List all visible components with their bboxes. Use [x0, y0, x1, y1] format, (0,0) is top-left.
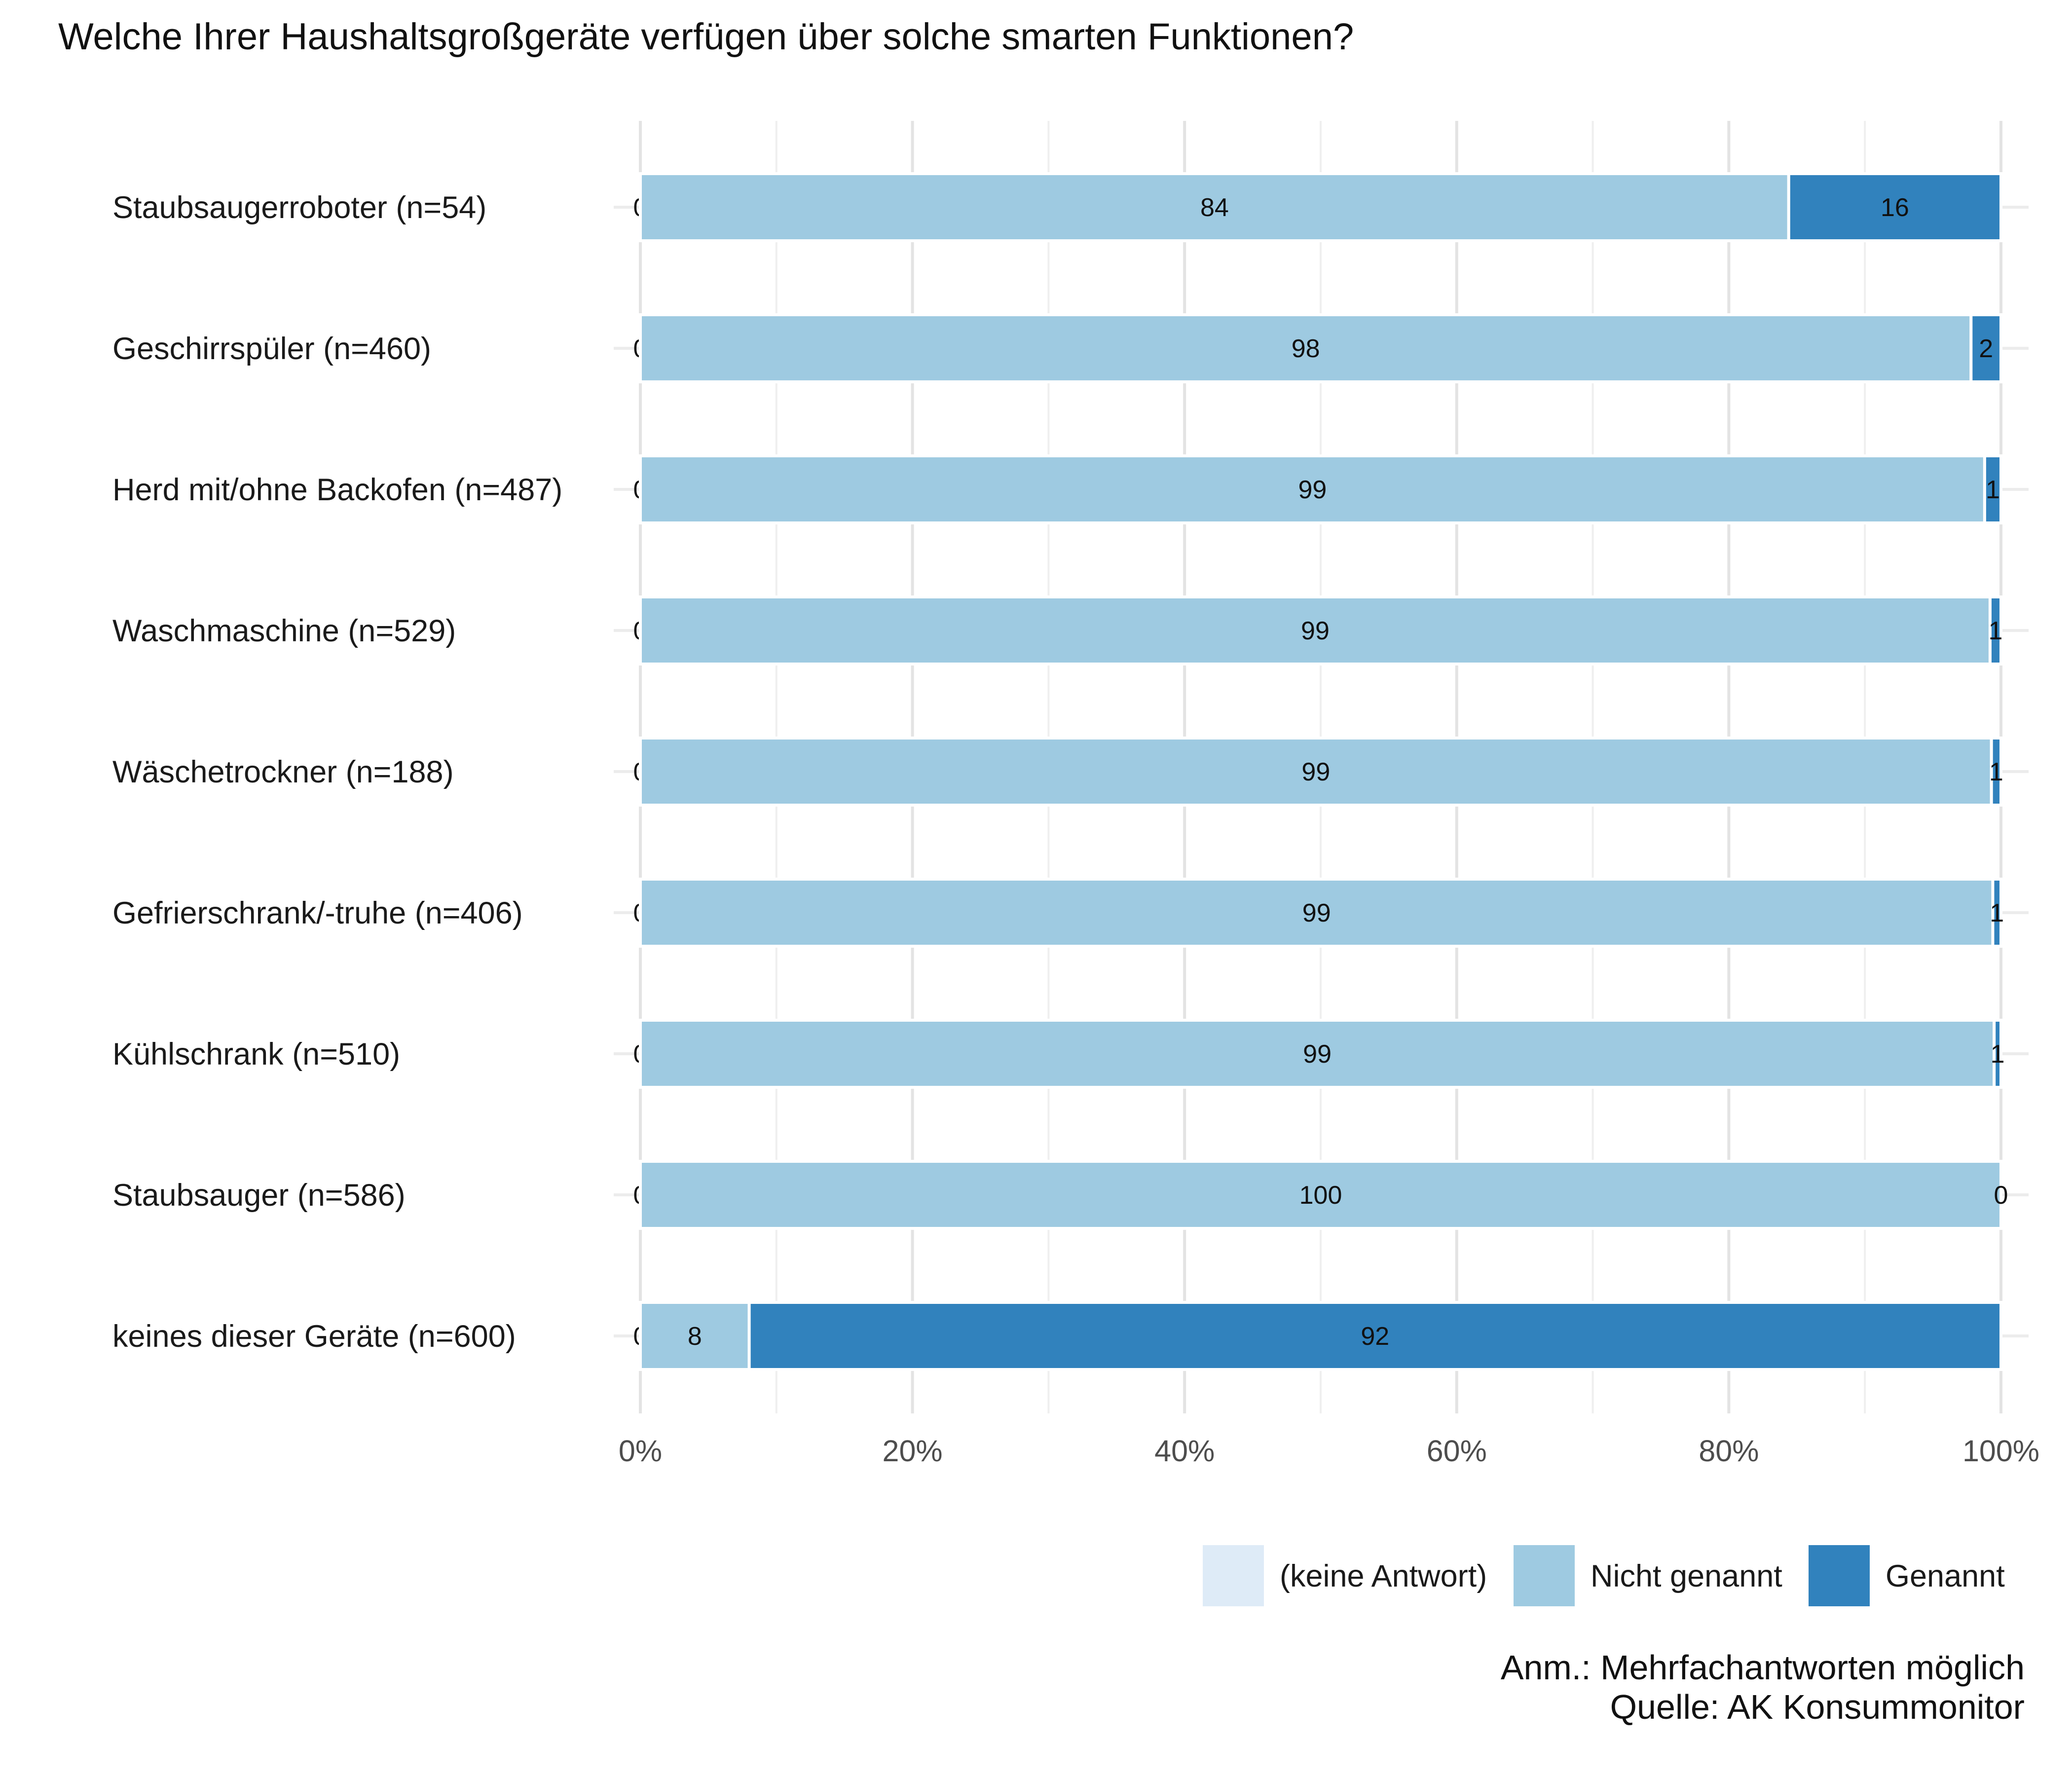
bar-segment [1988, 595, 2003, 666]
bar-segment [747, 1301, 2003, 1371]
x-axis-ticks: 0% 20% 40% 60% 80% 100% [619, 1434, 2039, 1468]
legend-swatch [1809, 1545, 1870, 1606]
x-tick-label: 60% [1427, 1434, 1487, 1468]
data-label: 1 [1989, 617, 2003, 645]
category-label: Wäschetrockner (n=188) [112, 755, 454, 789]
category-label: Herd mit/ohne Backofen (n=487) [112, 473, 562, 507]
bar-segment [1993, 1019, 2002, 1089]
data-label: 98 [1292, 334, 1320, 363]
x-tick-label: 40% [1154, 1434, 1215, 1468]
data-label: 99 [1303, 1040, 1332, 1069]
legend-label: Genannt [1886, 1559, 2005, 1593]
bar-segment [1990, 737, 2003, 807]
bars: 08416098209910991099109910991010000892 [633, 172, 2008, 1371]
note-multiple-answers: Anm.: Mehrfachantworten möglich [1501, 1648, 2025, 1687]
bar-segment [639, 1160, 2002, 1230]
bar-segment [639, 172, 1790, 242]
legend-swatch [1203, 1545, 1264, 1606]
bar-segment [1991, 878, 2002, 948]
bar-segment [1787, 172, 2002, 242]
chart-title: Welche Ihrer Haushaltsgroßgeräte verfüge… [58, 16, 1354, 58]
x-tick-label: 0% [619, 1434, 662, 1468]
data-label: 1 [1986, 476, 2000, 504]
data-label: 1 [1991, 1040, 2005, 1069]
data-label: 99 [1302, 899, 1331, 927]
bar-segment [639, 737, 1993, 807]
data-label: 99 [1301, 758, 1330, 786]
data-label: 99 [1298, 476, 1327, 504]
data-label: 2 [1979, 334, 1993, 363]
legend-label: Nicht genannt [1591, 1559, 1782, 1593]
bar-segment [1983, 454, 2003, 524]
category-label: Gefrierschrank/-truhe (n=406) [112, 896, 523, 930]
data-label: 92 [1361, 1322, 1389, 1351]
category-label: Waschmaschine (n=529) [112, 614, 456, 648]
data-label: 99 [1301, 617, 1330, 645]
x-tick-label: 80% [1699, 1434, 1759, 1468]
category-label: Staubsaugerroboter (n=54) [112, 190, 486, 225]
data-label: 8 [688, 1322, 702, 1351]
source-note: Quelle: AK Konsummonitor [1610, 1688, 2025, 1726]
data-label: 84 [1200, 193, 1229, 222]
category-label: Geschirrspüler (n=460) [112, 332, 431, 366]
x-tick-label: 100% [1962, 1434, 2039, 1468]
data-label: 0 [1994, 1181, 2008, 1210]
bar-segment [1969, 313, 2002, 383]
legend-label: (keine Antwort) [1280, 1559, 1487, 1593]
category-label: Staubsauger (n=586) [112, 1178, 406, 1213]
bar-segment [639, 313, 1973, 383]
bar-segment [639, 454, 1986, 524]
category-label: keines dieser Geräte (n=600) [112, 1319, 516, 1354]
bar-segment [639, 595, 1992, 666]
data-label: 1 [1990, 899, 2004, 927]
data-label: 100 [1299, 1181, 1342, 1210]
x-tick-label: 20% [883, 1434, 943, 1468]
category-label: Kühlschrank (n=510) [112, 1037, 400, 1072]
bar-segment [639, 878, 1995, 948]
category-labels: Staubsaugerroboter (n=54) Geschirrspüler … [112, 190, 562, 1354]
bar-segment [639, 1301, 751, 1371]
data-label: 1 [1989, 758, 2003, 786]
bar-segment [639, 1019, 1996, 1089]
data-label: 16 [1881, 193, 1909, 222]
legend: (keine Antwort) Nicht genannt Genannt [1203, 1545, 2005, 1606]
legend-swatch [1514, 1545, 1575, 1606]
